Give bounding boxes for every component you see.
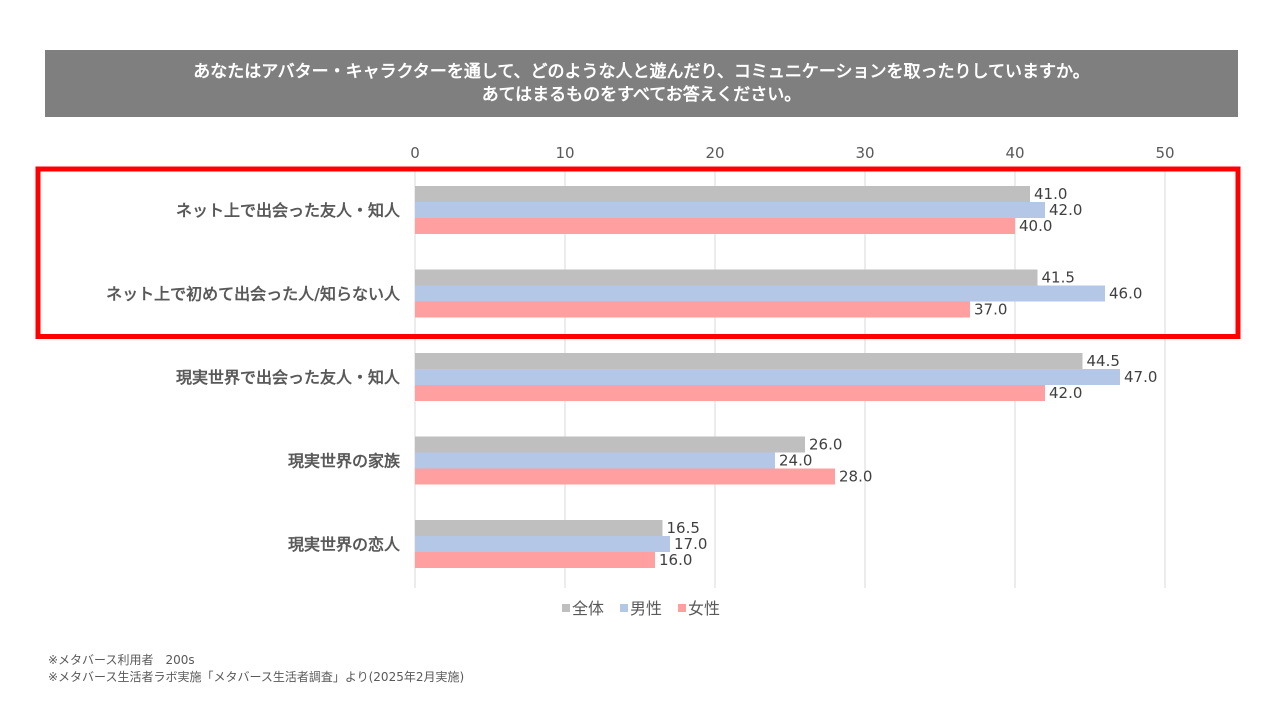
bar: [415, 186, 1030, 202]
legend-swatch: [562, 604, 570, 612]
category-label: 現実世界の家族: [288, 452, 401, 471]
data-label: 26.0: [809, 436, 842, 454]
bar: [415, 536, 670, 552]
x-tick-label: 40: [1005, 144, 1024, 162]
x-tick-label: 50: [1155, 144, 1174, 162]
x-tick-label: 10: [555, 144, 574, 162]
category-label: ネット上で初めて出会った人/知らない人: [106, 285, 401, 304]
data-label: 42.0: [1049, 201, 1082, 219]
bar: [415, 468, 835, 485]
data-label: 44.5: [1087, 352, 1120, 370]
category-label: 現実世界で出会った友人・知人: [176, 368, 401, 387]
legend-swatch: [678, 604, 686, 612]
data-label: 40.0: [1019, 217, 1052, 235]
x-tick-label: 30: [855, 144, 874, 162]
data-label: 46.0: [1109, 285, 1142, 303]
highlight-box: [35, 166, 1241, 339]
data-label: 16.5: [667, 519, 700, 537]
bar: [415, 452, 775, 469]
x-tick-label: 0: [410, 144, 420, 162]
category-label: ネット上で出会った友人・知人: [176, 201, 401, 220]
bar: [415, 353, 1083, 369]
legend-label: 男性: [630, 599, 662, 618]
data-label: 17.0: [674, 535, 707, 553]
data-label: 41.0: [1034, 185, 1067, 203]
chart-title-line1: あなたはアバター・キャラクターを通して、どのような人と遊んだり、コミュニケーショ…: [193, 61, 1090, 82]
legend-label: 全体: [572, 599, 604, 618]
bar: [415, 436, 805, 453]
bar: [415, 218, 1015, 234]
data-label: 28.0: [839, 468, 872, 486]
footnote-sample: ※メタバース利用者 200s: [48, 653, 195, 667]
category-label: 現実世界の恋人: [288, 535, 401, 554]
bar: [415, 301, 970, 318]
x-tick-label: 20: [705, 144, 724, 162]
data-label: 16.0: [659, 551, 692, 569]
legend-label: 女性: [688, 599, 720, 618]
data-label: 37.0: [974, 301, 1007, 319]
bar: [415, 369, 1120, 385]
data-label: 24.0: [779, 452, 812, 470]
chart-title-line2: あてはまるものをすべてお答えください。: [481, 84, 802, 105]
data-label: 42.0: [1049, 384, 1082, 402]
data-label: 47.0: [1124, 368, 1157, 386]
legend-swatch: [620, 604, 628, 612]
bar: [415, 285, 1105, 302]
bar: [415, 552, 655, 568]
bar: [415, 520, 663, 536]
bar: [415, 202, 1045, 218]
footnote-source: ※メタバース生活者ラボ実施「メタバース生活者調査」より(2025年2月実施): [48, 670, 465, 684]
bar: [415, 385, 1045, 401]
chart-title-banner: あなたはアバター・キャラクターを通して、どのような人と遊んだり、コミュニケーショ…: [45, 50, 1238, 117]
data-label: 41.5: [1042, 269, 1075, 287]
footnotes: ※メタバース利用者 200s ※メタバース生活者ラボ実施「メタバース生活者調査」…: [48, 652, 464, 686]
bar: [415, 269, 1038, 286]
